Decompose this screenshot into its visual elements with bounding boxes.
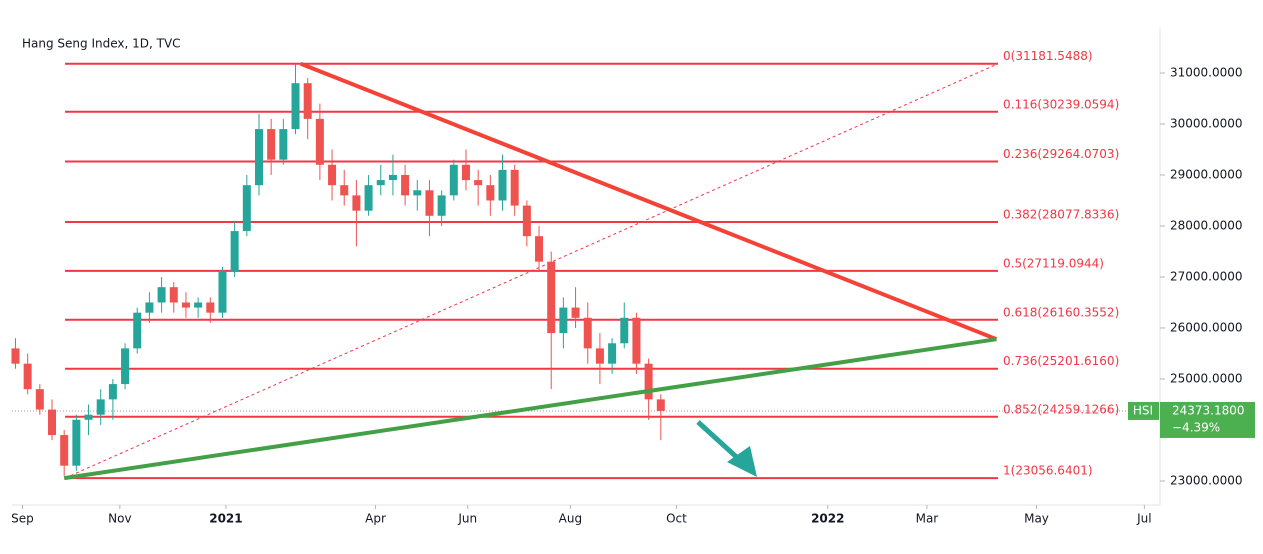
y-tick-label: 25000.0000 <box>1170 371 1243 385</box>
x-tick-label: 2022 <box>811 512 844 526</box>
candle-body <box>656 399 665 411</box>
candle-body <box>23 363 32 390</box>
candle-body <box>461 164 470 181</box>
candle-body <box>559 307 568 334</box>
y-tick-label: 31000.0000 <box>1170 65 1243 79</box>
fib-label: 0.5(27119.0944) <box>1003 256 1104 270</box>
candle-body <box>644 363 653 400</box>
fib-label: 0.736(25201.6160) <box>1003 354 1119 368</box>
x-tick-label: Sep <box>11 512 34 526</box>
candle-body <box>48 409 57 436</box>
x-tick-label: May <box>1024 512 1049 526</box>
candle-body <box>535 236 544 262</box>
price-label: 24373.1800 <box>1172 403 1245 417</box>
candle-body <box>267 129 276 160</box>
price-tag <box>1160 401 1255 438</box>
candle-body <box>242 185 251 232</box>
x-tick-label: Jun <box>457 512 477 526</box>
candle-body <box>279 129 288 160</box>
candle-body <box>620 317 629 344</box>
trendline <box>63 337 997 481</box>
candle-body <box>291 83 300 130</box>
trendline <box>300 61 998 342</box>
fib-label: 0(31181.5488) <box>1003 49 1093 63</box>
x-tick-label: Aug <box>559 512 582 526</box>
y-tick-label: 29000.0000 <box>1170 167 1243 181</box>
candle-body <box>328 164 337 186</box>
candle-body <box>413 190 422 196</box>
arrow-annotation <box>696 420 757 477</box>
candle-body <box>595 348 604 364</box>
candle-body <box>315 118 324 165</box>
arrow-shaft <box>696 420 744 464</box>
candle-body <box>632 317 641 364</box>
x-tick-label: 2021 <box>209 512 242 526</box>
candle-body <box>486 185 495 201</box>
candle-body <box>60 435 69 466</box>
candle-body <box>401 174 410 196</box>
candle-body <box>437 195 446 216</box>
candle-body <box>376 180 385 186</box>
candle-body <box>121 348 130 385</box>
arrow-head <box>727 446 757 477</box>
candle-body <box>510 169 519 206</box>
candle-body <box>108 384 117 400</box>
candle-body <box>547 261 556 334</box>
candle-body <box>206 302 215 313</box>
candle-body <box>181 302 190 308</box>
candle-body <box>608 343 617 364</box>
fib-label: 0.618(26160.3552) <box>1003 305 1119 319</box>
candle-body <box>474 180 483 186</box>
x-tick-label: Nov <box>108 512 131 526</box>
y-tick-label: 27000.0000 <box>1170 269 1243 283</box>
candle-body <box>254 129 263 186</box>
fib-label: 1(23056.6401) <box>1003 464 1093 478</box>
candle-body <box>145 302 154 313</box>
x-tick-label: Jul <box>1136 512 1151 526</box>
fib-label: 0.236(29264.0703) <box>1003 147 1119 161</box>
y-tick-label: 23000.0000 <box>1170 473 1243 487</box>
fib-label: 0.852(24259.1266) <box>1003 402 1119 416</box>
symbol-tag <box>1128 401 1159 420</box>
candle-body <box>35 389 44 410</box>
candle-body <box>72 419 81 466</box>
change-label: −4.39% <box>1172 420 1220 434</box>
candle-body <box>340 185 349 196</box>
candle-body <box>522 205 531 237</box>
candle-body <box>498 169 507 201</box>
candle-body <box>425 190 434 216</box>
x-tick-label: Apr <box>365 512 386 526</box>
candle-body <box>230 231 239 272</box>
symbol-label: HSI <box>1133 403 1153 417</box>
candle-body <box>352 195 361 211</box>
candle-body <box>157 287 166 303</box>
candle-body <box>11 348 20 364</box>
candle-body <box>303 83 312 119</box>
fib-label: 0.382(28077.8336) <box>1003 208 1119 222</box>
y-tick-label: 30000.0000 <box>1170 116 1243 130</box>
candle-body <box>218 271 227 313</box>
candle-body <box>388 174 397 181</box>
y-tick-label: 26000.0000 <box>1170 320 1243 334</box>
y-tick-label: 28000.0000 <box>1170 218 1243 232</box>
candle-body <box>84 414 93 420</box>
x-tick-label: Mar <box>916 512 939 526</box>
candle-body <box>194 302 203 308</box>
candle-body <box>571 307 580 318</box>
candle-body <box>449 164 458 196</box>
candle-body <box>96 399 105 415</box>
fib-label: 0.116(30239.0594) <box>1003 97 1119 111</box>
candle-body <box>583 317 592 349</box>
candle-body <box>169 287 178 303</box>
chart-title: Hang Seng Index, 1D, TVC <box>22 37 181 51</box>
candle-body <box>364 185 373 211</box>
candle-body <box>133 312 142 349</box>
x-tick-label: Oct <box>666 512 687 526</box>
